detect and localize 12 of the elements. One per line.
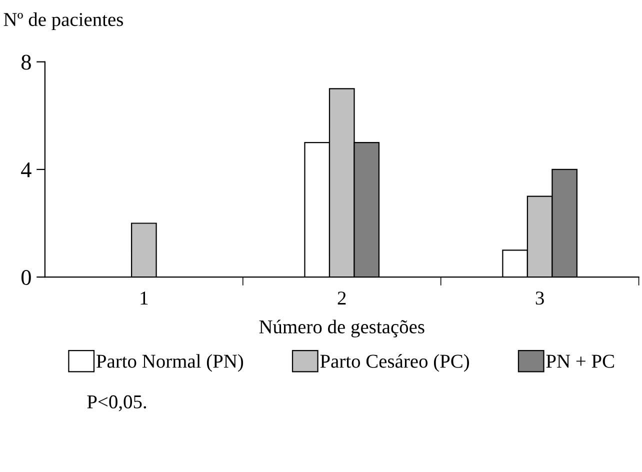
- x-tick-label: 1: [140, 292, 148, 304]
- y-axis-title: Nº de pacientes: [4, 12, 123, 30]
- y-tick-label: 0: [21, 270, 31, 285]
- y-tick-label: 8: [21, 54, 31, 70]
- legend-label: Parto Normal (PN): [96, 354, 244, 372]
- x-tick-label: 3: [536, 292, 544, 305]
- text: P<0,05.: [87, 395, 146, 412]
- x-axis-title: Número de gestações: [259, 320, 424, 338]
- x-tick-label: 2: [338, 292, 346, 304]
- y-tick-label: 4: [21, 162, 32, 178]
- legend-label: Parto Cesáreo (PC): [320, 354, 470, 372]
- legend-label: PN + PC: [546, 354, 614, 368]
